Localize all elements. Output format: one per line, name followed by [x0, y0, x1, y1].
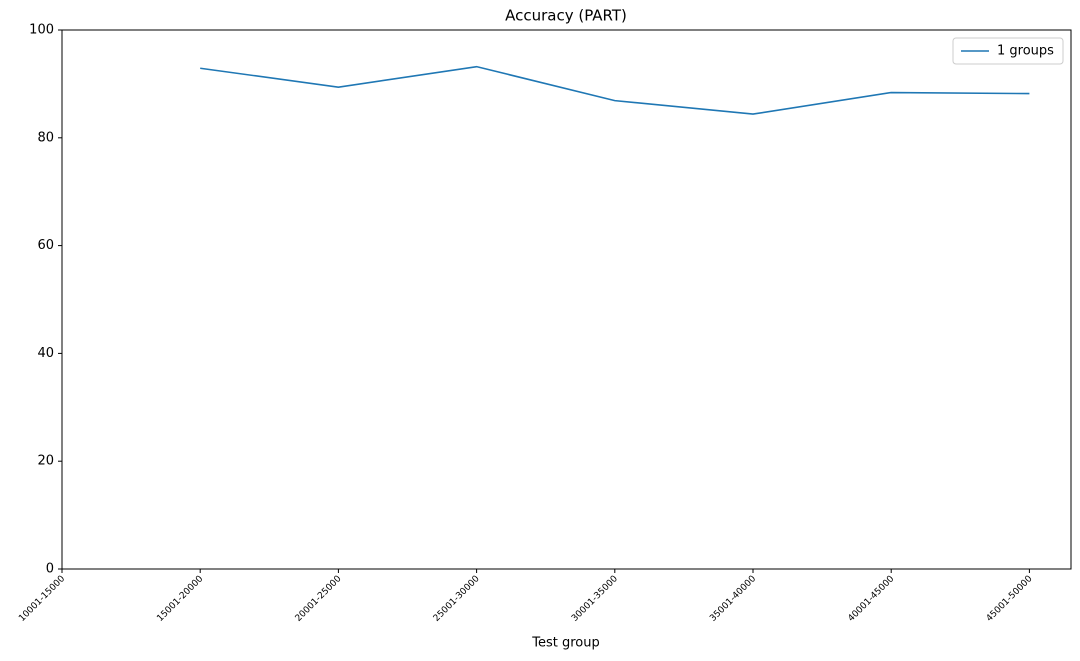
y-tick-label: 20: [37, 454, 54, 469]
y-tick-label: 80: [37, 130, 54, 145]
x-tick-label: 20001-25000: [294, 574, 344, 624]
line: [200, 65, 1030, 115]
x-tick-label: 35001-40000: [708, 574, 758, 624]
x-tick-label: 40001-45000: [846, 574, 896, 624]
x-tick-label: 45001-50000: [985, 574, 1035, 624]
x-tick-label: 25001-30000: [432, 574, 482, 624]
x-axis-label: Test group: [531, 636, 600, 651]
x-tick-label: 15001-20000: [155, 574, 205, 624]
legend-box: [952, 37, 1064, 65]
chart-title: Accuracy (PART): [505, 7, 627, 25]
y-tick-label: 60: [37, 238, 54, 253]
y-tick-label: 0: [46, 562, 54, 577]
x-tick-label: 30001-35000: [570, 574, 620, 624]
y-tick-label: 40: [37, 346, 54, 361]
x-tick-label: 10001-15000: [17, 574, 67, 624]
y-tick-label: 100: [29, 23, 54, 38]
plot-frame: [61, 29, 1072, 570]
legend-label: 1 groups: [997, 44, 1054, 59]
